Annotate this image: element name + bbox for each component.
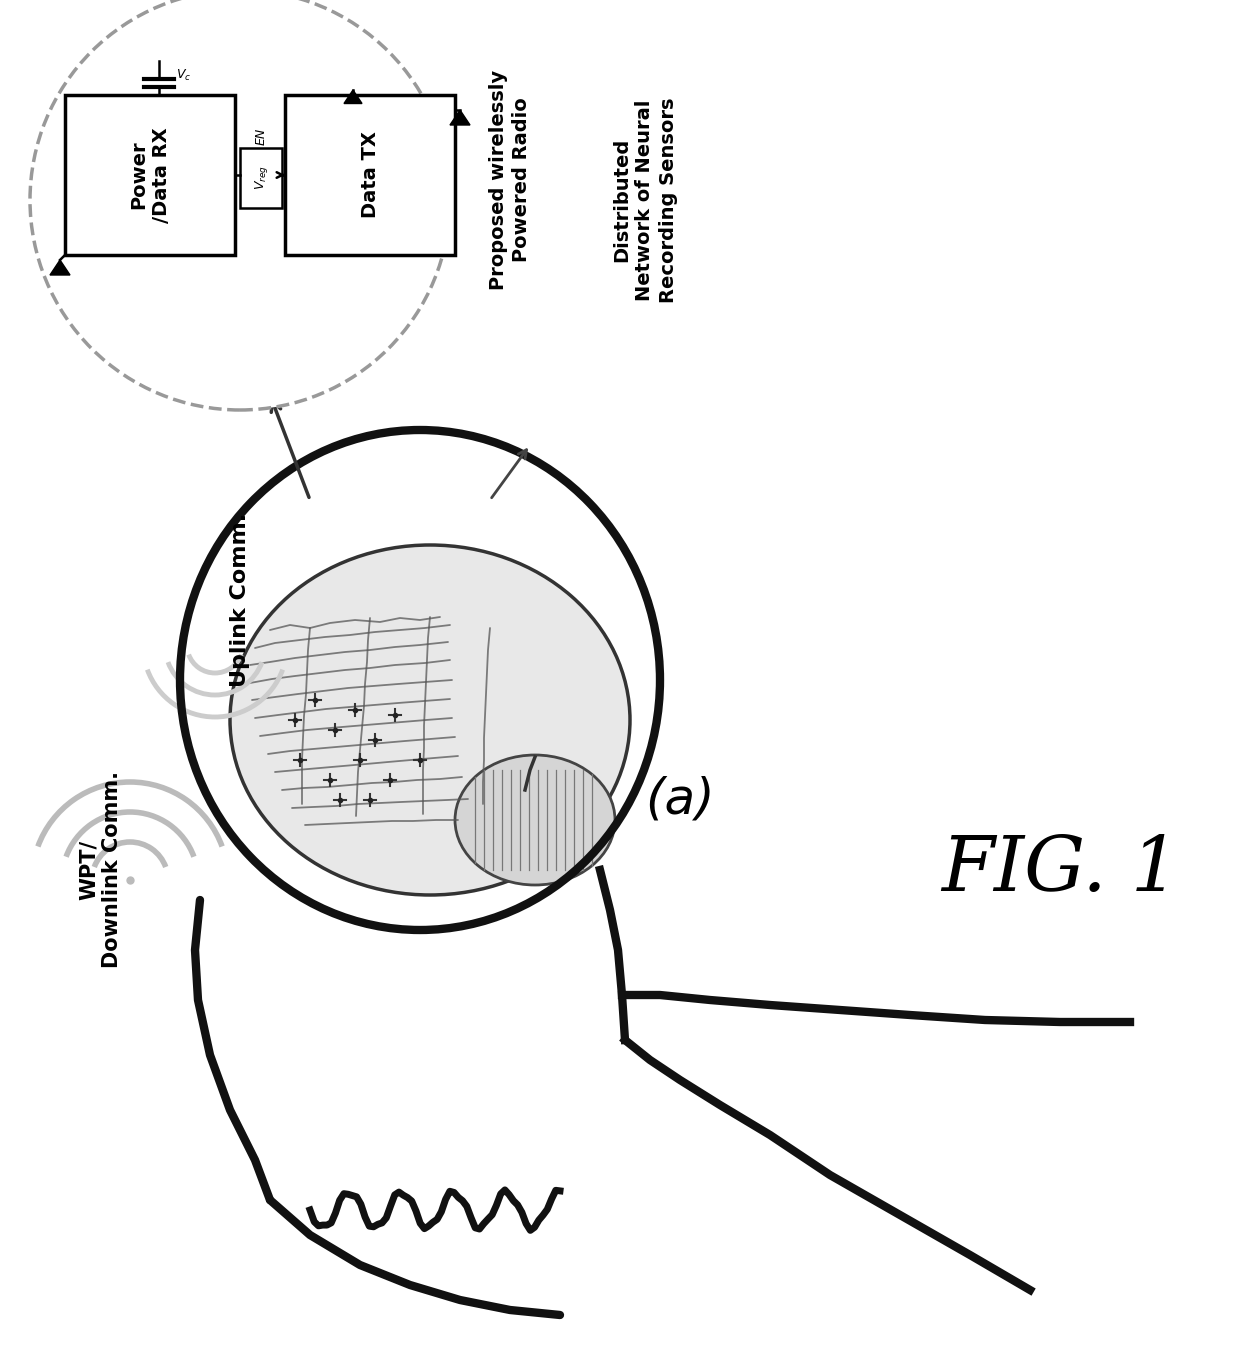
Text: (a): (a) bbox=[645, 776, 714, 824]
Ellipse shape bbox=[229, 546, 630, 894]
Text: $V_c$: $V_c$ bbox=[176, 67, 192, 82]
Polygon shape bbox=[50, 260, 69, 275]
Ellipse shape bbox=[455, 756, 615, 885]
Text: EN: EN bbox=[254, 128, 268, 144]
Text: $V_{reg}$: $V_{reg}$ bbox=[253, 166, 269, 190]
Bar bbox=[241, 148, 281, 207]
Text: Uplink Comm.: Uplink Comm. bbox=[229, 513, 250, 687]
Bar bbox=[64, 96, 236, 255]
Text: Proposed wirelessly
Powered Radio: Proposed wirelessly Powered Radio bbox=[489, 70, 531, 290]
Bar bbox=[285, 96, 455, 255]
Text: Power
/Data RX: Power /Data RX bbox=[129, 127, 171, 222]
Polygon shape bbox=[450, 110, 470, 125]
Text: Data TX: Data TX bbox=[361, 132, 379, 218]
Text: FIG. 1: FIG. 1 bbox=[941, 832, 1179, 907]
Circle shape bbox=[30, 0, 450, 409]
Text: WPT/
Downlink Comm.: WPT/ Downlink Comm. bbox=[78, 772, 122, 968]
Text: Distributed
Network of Neural
Recording Sensors: Distributed Network of Neural Recording … bbox=[613, 97, 678, 303]
Polygon shape bbox=[343, 90, 362, 104]
